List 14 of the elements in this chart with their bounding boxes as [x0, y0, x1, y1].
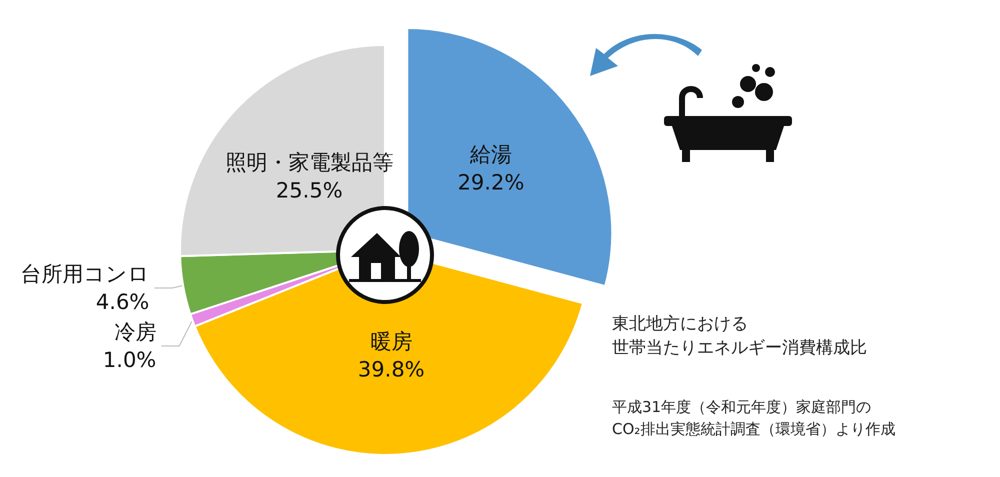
data-label: 4.6% [96, 290, 150, 314]
slice-label: 台所用コンロ [20, 262, 150, 286]
data-label: 1.0% [102, 348, 156, 372]
data-label: 29.2% [458, 170, 524, 195]
data-label: 25.5% [276, 178, 343, 203]
slice-label: 暖房 [370, 329, 412, 354]
text: 世帯当たりエネルギー消費構成比 [612, 337, 867, 360]
slice-label: 給湯 [468, 142, 512, 167]
text: 東北地方における [612, 313, 748, 336]
slice-label: 照明・家電製品等 [225, 150, 394, 175]
text: CO₂排出実態統計調査（環境省）より作成 [612, 419, 896, 440]
data-label: 39.8% [358, 357, 425, 382]
slice-label: 冷房 [114, 320, 156, 344]
text: 平成31年度（令和元年度）家庭部門の [612, 397, 872, 418]
